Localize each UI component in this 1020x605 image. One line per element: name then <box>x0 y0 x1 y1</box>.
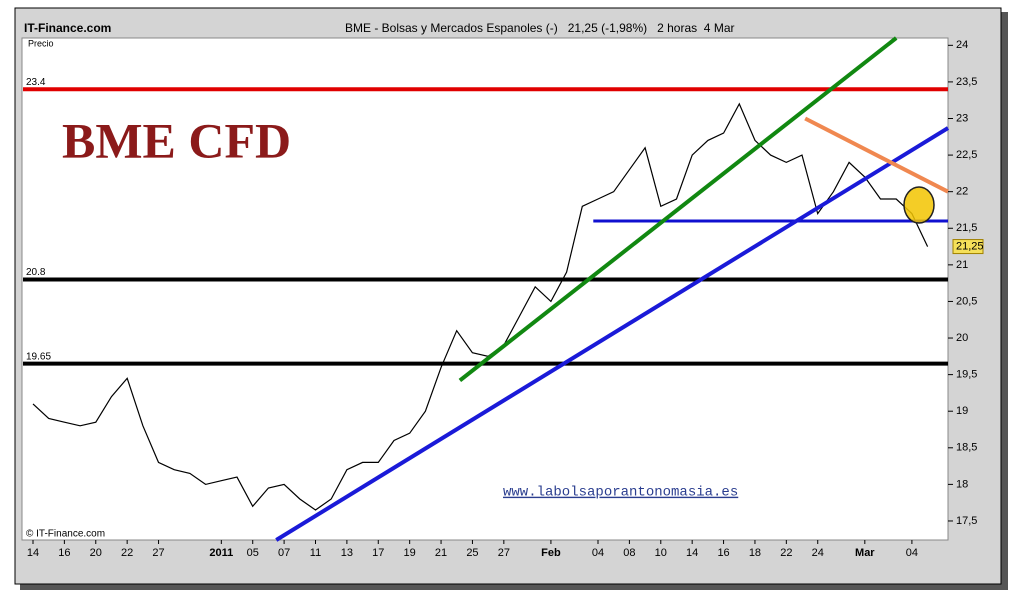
y-tick-label: 17,5 <box>956 515 977 527</box>
watermark: www.labolsaporantonomasia.es <box>503 485 738 501</box>
y-tick-label: 21 <box>956 259 968 271</box>
x-tick-label: 22 <box>780 547 792 559</box>
y-tick-label: 18 <box>956 478 968 490</box>
x-tick-label: 19 <box>404 547 416 559</box>
x-tick-label: 13 <box>341 547 353 559</box>
annotation: BME CFD <box>62 112 291 168</box>
x-tick-label: 14 <box>27 547 39 559</box>
x-tick-label: 21 <box>435 547 447 559</box>
level-label: 23.4 <box>26 77 46 88</box>
x-tick-label: 16 <box>58 547 70 559</box>
x-tick-label: 05 <box>247 547 259 559</box>
trendline <box>458 36 898 383</box>
x-tick-label: 16 <box>717 547 729 559</box>
level-label: 19.65 <box>26 351 51 362</box>
trendline <box>804 116 949 194</box>
level-label: 20.8 <box>26 267 46 278</box>
copyright: © IT-Finance.com <box>26 529 105 540</box>
y-tick-label: 22 <box>956 186 968 198</box>
plot-area <box>21 37 949 541</box>
y-tick-label: 23,5 <box>956 76 977 88</box>
x-tick-label: 11 <box>310 547 321 559</box>
x-tick-label: 24 <box>812 547 824 559</box>
y-tick-label: 24 <box>956 39 968 51</box>
chart-title: BME - Bolsas y Mercados Espanoles (-) 21… <box>345 21 734 35</box>
last-price-box <box>952 239 984 255</box>
y-tick-label: 20,5 <box>956 295 977 307</box>
x-tick-label: 2011 <box>209 547 233 559</box>
x-tick-label: 20 <box>90 547 102 559</box>
y-tick-label: 22,5 <box>956 149 977 161</box>
y-tick-label: 19 <box>956 405 968 417</box>
x-tick-label: 27 <box>152 547 164 559</box>
x-tick-label: 07 <box>278 547 290 559</box>
y-tick-label: 23 <box>956 112 968 124</box>
x-tick-label: Feb <box>541 547 561 559</box>
x-tick-label: 22 <box>121 547 133 559</box>
x-tick-label: 14 <box>686 547 698 559</box>
y-tick-label: 18,5 <box>956 442 977 454</box>
x-tick-label: 27 <box>498 547 510 559</box>
x-tick-label: 18 <box>749 547 761 559</box>
price-line <box>32 102 929 511</box>
y-tick-label: 19,5 <box>956 369 977 381</box>
x-tick-label: 25 <box>466 547 478 559</box>
x-tick-label: Mar <box>855 547 875 559</box>
x-tick-label: 04 <box>906 547 918 559</box>
x-tick-label: 04 <box>592 547 604 559</box>
x-tick-label: 08 <box>623 547 635 559</box>
trendline <box>275 126 950 542</box>
y-tick-label: 21,5 <box>956 222 977 234</box>
y-label: Precio <box>28 38 54 48</box>
last-price-label: 21,25 <box>956 240 984 252</box>
y-tick-label: 20 <box>956 332 968 344</box>
highlight-circle <box>903 186 935 224</box>
x-tick-label: 10 <box>655 547 667 559</box>
x-tick-label: 17 <box>372 547 384 559</box>
source: IT-Finance.com <box>24 21 111 35</box>
